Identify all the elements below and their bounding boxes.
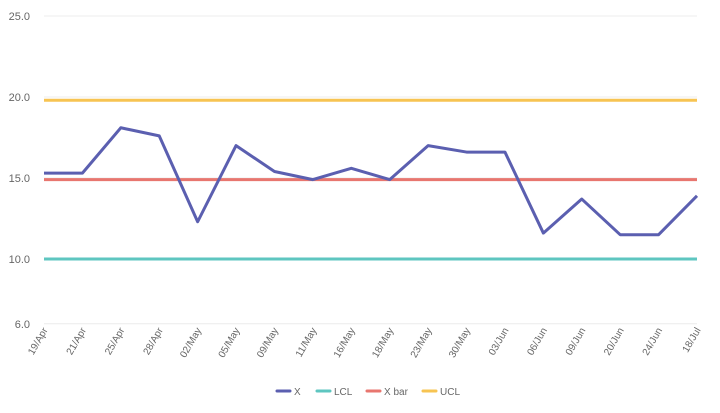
x-tick-label: 06/Jun [525, 326, 550, 358]
y-tick-label: 25.0 [9, 11, 30, 23]
x-tick-label: 03/Jun [487, 326, 512, 358]
x-tick-label: 19/Apr [26, 325, 51, 357]
y-tick-label: 10.0 [9, 254, 30, 266]
x-tick-label: 02/May [178, 326, 204, 360]
x-tick-label: 11/May [294, 326, 320, 359]
x-tick-label: 18/Jul [681, 326, 704, 355]
x-tick-label: 21/Apr [65, 325, 90, 357]
series-line-x [44, 126, 699, 237]
x-tick-label: 05/May [217, 326, 243, 360]
legend-label: X [294, 387, 301, 398]
y-tick-label: 20.0 [9, 92, 30, 104]
x-tick-label: 25/Apr [103, 325, 128, 357]
y-tick-label: 6.0 [15, 319, 30, 331]
legend-label: UCL [440, 387, 460, 398]
x-tick-label: 09/May [255, 326, 281, 360]
legend-label: X bar [384, 387, 409, 398]
x-tick-label: 30/May [447, 326, 473, 360]
y-tick-label: 15.0 [9, 173, 30, 185]
legend-label: LCL [334, 387, 353, 398]
x-tick-label: 09/Jun [564, 326, 589, 358]
x-tick-label: 20/Jun [602, 326, 627, 358]
x-tick-label: 23/May [409, 326, 435, 360]
x-tick-label: 18/May [370, 326, 396, 360]
x-tick-label: 16/May [332, 326, 358, 360]
x-tick-label: 24/Jun [641, 326, 666, 358]
x-tick-label: 28/Apr [142, 325, 167, 357]
